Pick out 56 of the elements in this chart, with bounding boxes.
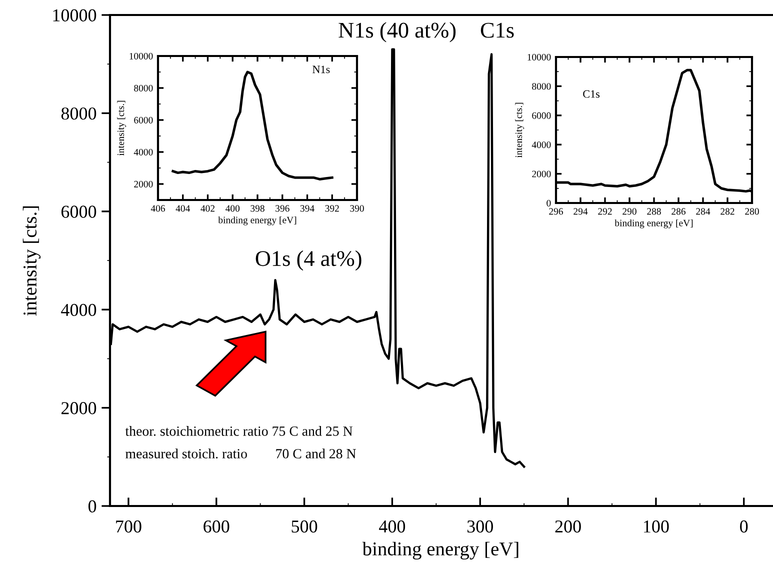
annotation: theor. stoichiometric ratio 75 C and 25 N (125, 426, 352, 436)
annotation: C1s (480, 22, 514, 38)
x-tick-label: 400 (226, 205, 240, 212)
y-tick-label: 4000 (532, 142, 551, 148)
y-tick-label: 10000 (528, 54, 551, 60)
y-tick-label: 6000 (61, 206, 96, 218)
y-tick-label: 10000 (53, 9, 96, 22)
x-tick-label: 500 (292, 520, 318, 533)
x-tick-label: 394 (300, 205, 314, 212)
x-tick-label: 200 (555, 520, 581, 533)
y-tick-label: 2000 (134, 180, 153, 188)
x-tick-label: 700 (116, 520, 142, 533)
x-tick-label: 402 (200, 205, 215, 212)
y-tick-label: 0 (88, 500, 96, 512)
x-tick-label: 292 (598, 208, 612, 215)
x-tick-label: 396 (276, 205, 290, 212)
y-axis-title: intensity [cts.] (22, 206, 41, 316)
annotation: N1s (312, 66, 330, 74)
x-tick-label: 294 (574, 208, 588, 215)
y-tick-label: 10000 (130, 52, 153, 60)
x-tick-label: 392 (325, 205, 339, 212)
annotation: C1s (583, 90, 600, 98)
y-tick-label: 2000 (61, 402, 96, 414)
y-axis-title: intensity [cts.] (117, 100, 126, 156)
y-tick-label: 0 (546, 200, 551, 206)
x-tick-label: 390 (350, 205, 364, 212)
y-tick-label: 8000 (532, 83, 551, 90)
x-tick-label: 0 (740, 520, 748, 533)
x-tick-label: 100 (644, 520, 669, 533)
x-axis-title: binding energy [eV] (614, 219, 693, 228)
y-tick-label: 6000 (134, 116, 153, 124)
x-tick-label: 296 (549, 208, 563, 215)
annotation: O1s (4 at%) (256, 250, 362, 271)
x-axis-title: binding energy [eV] (362, 542, 518, 560)
x-tick-label: 398 (250, 205, 264, 212)
x-tick-label: 280 (745, 208, 759, 215)
x-tick-label: 290 (622, 208, 636, 215)
annotation: measured stoich. ratio 70 C and 28 N (126, 448, 356, 458)
x-tick-label: 288 (647, 208, 661, 215)
y-tick-label: 4000 (61, 304, 96, 316)
y-tick-label: 8000 (134, 84, 153, 92)
x-tick-label: 406 (150, 205, 165, 212)
y-tick-label: 2000 (532, 170, 551, 178)
annotation: N1s (40 at%) (338, 22, 456, 42)
x-tick-label: 404 (176, 205, 190, 212)
x-tick-label: 282 (720, 208, 734, 215)
x-tick-label: 600 (204, 520, 230, 533)
y-tick-label: 8000 (61, 107, 96, 120)
x-tick-label: 286 (672, 208, 686, 215)
x-tick-label: 284 (696, 208, 710, 215)
y-tick-label: 4000 (134, 148, 153, 156)
y-axis-title: intensity [cts.] (515, 102, 524, 158)
x-axis-title: binding energy [eV] (218, 216, 296, 226)
x-tick-label: 400 (379, 520, 406, 533)
x-tick-label: 300 (467, 520, 493, 533)
y-tick-label: 6000 (532, 112, 551, 119)
